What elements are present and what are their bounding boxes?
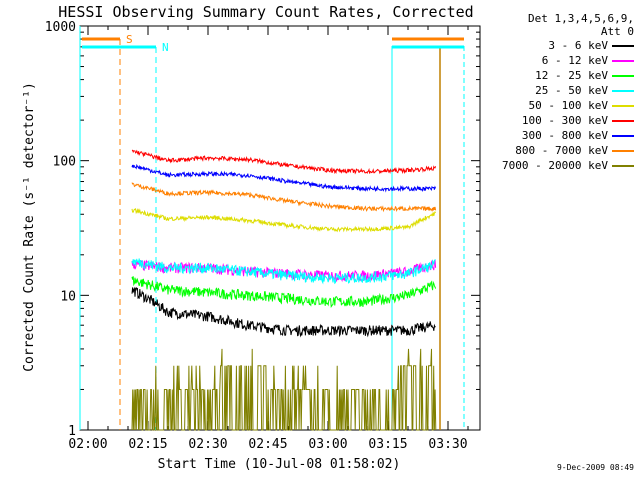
y-tick-label: 1 (68, 424, 76, 439)
legend-entry-swatch (612, 119, 634, 122)
chart-title: HESSI Observing Summary Count Rates, Cor… (58, 3, 473, 21)
legend-entry: 300 - 800 keV (486, 128, 634, 143)
x-tick-label: 03:30 (428, 437, 467, 452)
legend-entry-label: 50 - 100 keV (528, 99, 608, 112)
x-tick-label: 03:00 (308, 437, 347, 452)
x-tick-label: 02:30 (188, 437, 227, 452)
legend-entry-label: 300 - 800 keV (521, 129, 608, 142)
series-line-100-300kev (131, 149, 437, 175)
legend-entry-label: 100 - 300 keV (521, 114, 608, 127)
legend-entry: 3 - 6 keV (486, 38, 634, 53)
series-line-300-800kev (131, 163, 437, 193)
y-tick-label: 1000 (45, 20, 76, 35)
x-tick-label: 02:45 (248, 437, 287, 452)
legend-entry-swatch (612, 74, 634, 77)
legend-entry: 100 - 300 keV (486, 113, 634, 128)
y-axis-label: Corrected Count Rate (s⁻¹ detector⁻¹) (22, 82, 37, 372)
legend-header-line-1: Det 1,3,4,5,6,9, (528, 12, 634, 25)
y-tick-label: 100 (53, 155, 76, 170)
x-axis-label: Start Time (10-Jul-08 01:58:02) (158, 457, 401, 472)
x-tick-label: 03:15 (368, 437, 407, 452)
legend-entry-swatch (612, 134, 634, 137)
series-line-6-12kev (131, 259, 437, 283)
legend-header-line-2: Att 0 (600, 25, 634, 38)
legend-entry-swatch (612, 59, 634, 62)
legend-entry-label: 7000 - 20000 keV (502, 159, 608, 172)
legend-entry-label: 800 - 7000 keV (515, 144, 608, 157)
legend-entry-swatch (612, 89, 634, 92)
legend-entries: 3 - 6 keV 6 - 12 keV 12 - 25 keV 25 - 50 ke… (486, 38, 634, 173)
legend-entry: 50 - 100 keV (486, 98, 634, 113)
series-line-12-25kev (131, 276, 437, 308)
legend-entry-swatch (612, 149, 634, 152)
annotation-label: S (126, 33, 133, 46)
legend-entry-swatch (612, 44, 634, 47)
series-line-50-100kev (131, 207, 436, 233)
series-line-800-7000kev (131, 182, 437, 213)
legend: Det 1,3,4,5,6,9, Att 0 3 - 6 keV 6 - 12 k… (486, 12, 634, 173)
legend-entry-swatch (612, 164, 634, 167)
legend-entry: 6 - 12 keV (486, 53, 634, 68)
y-tick-label: 10 (60, 289, 76, 304)
series-line-7000-20000-kev (131, 348, 437, 431)
legend-entry: 12 - 25 keV (486, 68, 634, 83)
legend-entry-label: 6 - 12 keV (541, 54, 608, 67)
legend-entry-label: 12 - 25 keV (535, 69, 608, 82)
x-tick-label: 02:15 (128, 437, 167, 452)
timestamp: 9-Dec-2009 08:49 (556, 463, 634, 472)
annotation-label: N (162, 41, 169, 54)
legend-entry-label: 25 - 50 keV (535, 84, 608, 97)
series-line-25-50kev (131, 258, 436, 285)
legend-entry: 25 - 50 keV (486, 83, 634, 98)
legend-entry: 800 - 7000 keV (486, 143, 634, 158)
legend-entry: 7000 - 20000 keV (486, 158, 634, 173)
plot-area: 1 10 100 1000 02:00 02:15 02:30 02:45 03:00 03:15… (45, 20, 481, 452)
legend-entry-label: 3 - 6 keV (548, 39, 608, 52)
series-line-3-6kev (131, 286, 436, 338)
legend-entry-swatch (612, 104, 634, 107)
x-tick-label: 02:00 (68, 437, 107, 452)
